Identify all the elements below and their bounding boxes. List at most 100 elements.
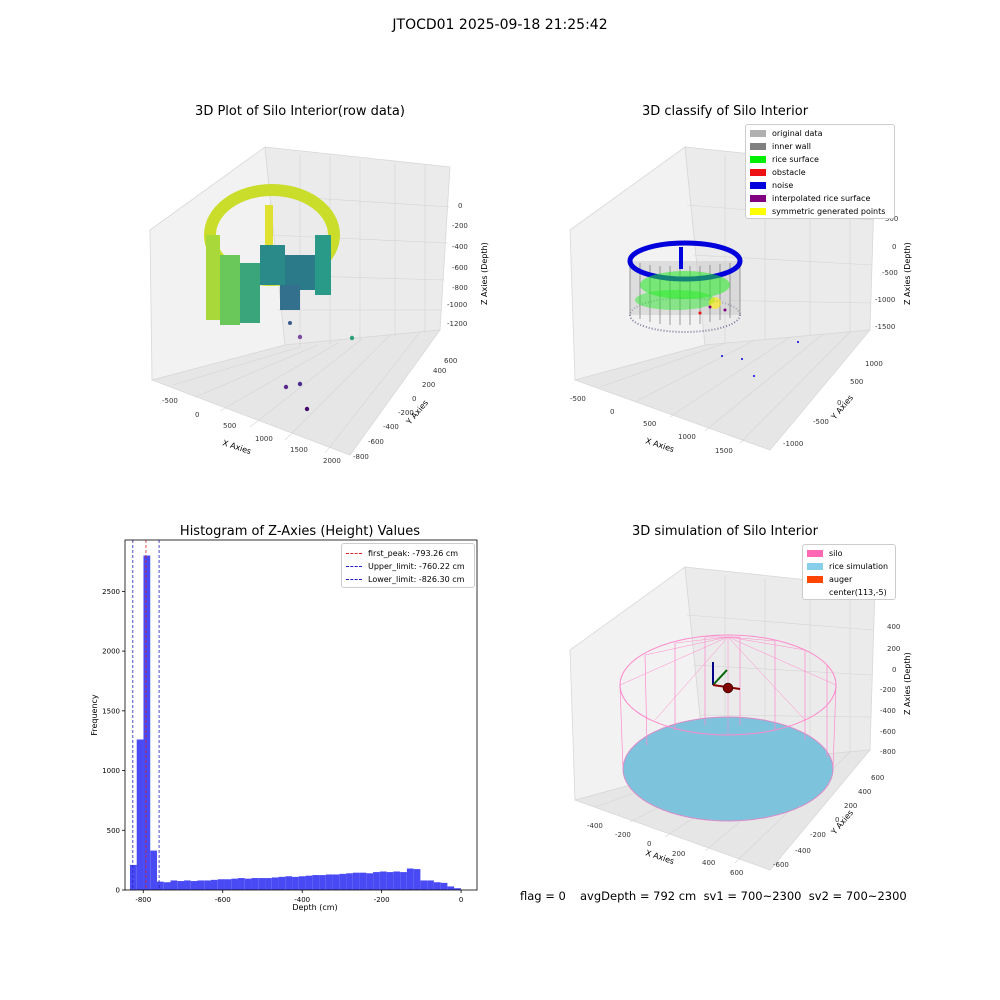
simulation-legend-item: rice simulation (807, 560, 895, 573)
raw-z-tick: -1000 (447, 301, 467, 309)
histogram-y-tick-label: 2500 (102, 588, 120, 596)
histogram-bar (413, 869, 421, 890)
simulation-plot-title: 3D simulation of Silo Interior (632, 524, 818, 539)
classify-x-ticks: -500 0 500 1000 1500 (570, 395, 733, 455)
classify-legend-swatch (750, 182, 766, 189)
raw-y-tick: -600 (368, 438, 384, 446)
histogram-x-tick-label: -800 (135, 896, 151, 904)
histogram-legend-label: first_peak: -793.26 cm (368, 549, 459, 558)
classify-legend-item: noise (750, 179, 894, 192)
simulation-legend-label: auger (829, 575, 853, 584)
simulation-3d-plot: -400 -200 0 200 400 600 X Axies -600 -40… (569, 566, 912, 877)
raw-x-tick: 1500 (290, 446, 308, 454)
raw-y-tick: -400 (383, 423, 399, 431)
histogram-bar (217, 879, 225, 890)
histogram-chart: -800 -600 -400 -200 0 0 500 1000 1500 2000 2500 D… (90, 539, 478, 912)
histogram-bar (285, 876, 293, 890)
histogram-bar (433, 882, 441, 890)
classify-legend-swatch (750, 195, 766, 202)
classify-legend-swatch (750, 130, 766, 137)
histogram-y-tick-label: 0 (116, 887, 120, 895)
histogram-bar (379, 871, 387, 890)
simulation-x-ticks: -400 -200 0 200 400 600 (587, 822, 743, 877)
simulation-legend-item: center(113,-5) (807, 586, 895, 599)
histogram-bar (271, 877, 279, 890)
raw-y-tick: 0 (412, 395, 416, 403)
histogram-y-tick-label: 2000 (102, 648, 120, 656)
classify-legend-label: interpolated rice surface (772, 194, 871, 203)
histogram-bar (150, 850, 157, 890)
histogram-x-tick-label: -600 (215, 896, 231, 904)
classify-y-label: Y Axies (829, 393, 855, 422)
histogram-bar (305, 875, 313, 890)
classify-z-ticks: 500 0 -500 -1000 -1500 (875, 215, 898, 331)
classify-x-tick: -500 (570, 395, 586, 403)
histogram-x-label: Depth (cm) (292, 903, 337, 912)
raw-z-tick: 0 (458, 202, 462, 210)
simulation-y-tick: 400 (858, 788, 871, 796)
simulation-legend-swatch (807, 563, 823, 570)
histogram-title: Histogram of Z-Axies (Height) Values (179, 524, 421, 539)
histogram-y-tick-label: 500 (107, 827, 120, 835)
simulation-z-tick: -800 (880, 748, 896, 756)
simulation-y-tick: 0 (835, 816, 839, 824)
histogram-bar (190, 881, 198, 890)
histogram-bar (346, 873, 353, 890)
simulation-legend-label: rice simulation (829, 562, 889, 571)
classify-legend-label: inner wall (772, 142, 812, 151)
histogram-bar (440, 882, 448, 890)
histogram-legend-label: Lower_limit: -826.30 cm (368, 575, 465, 584)
histogram-bar (373, 872, 380, 890)
histogram-x-ticks: -800 -600 -400 -200 0 (135, 890, 463, 904)
histogram-legend: first_peak: -793.26 cm Upper_limit: -760.… (341, 543, 475, 588)
histogram-bar (170, 880, 178, 890)
simulation-y-tick: 200 (844, 802, 857, 810)
classify-z-tick: -500 (882, 269, 898, 277)
histogram-legend-swatch (346, 566, 362, 567)
raw-plot-title: 3D Plot of Silo Interior(row data) (195, 104, 405, 119)
simulation-auger (712, 662, 741, 694)
histogram-bar (454, 888, 461, 890)
classify-y-tick: 1000 (865, 360, 883, 368)
histogram-axes-frame (124, 539, 478, 891)
histogram-bar (312, 875, 320, 890)
histogram-bar (265, 878, 272, 890)
classify-x-label: X Axies (644, 436, 675, 454)
classify-x-tick: 500 (643, 420, 656, 428)
classify-y-tick: 500 (850, 378, 863, 386)
flag-text: flag = 0 (520, 889, 566, 903)
histogram-bar (352, 872, 360, 890)
classify-legend-item: obstacle (750, 166, 894, 179)
simulation-silo-wireframe (619, 634, 837, 822)
raw-y-tick: -200 (398, 409, 414, 417)
simulation-legend-label: silo (829, 549, 843, 558)
histogram-y-ticks: 0 500 1000 1500 2000 2500 (102, 588, 125, 895)
classify-z-tick: -1500 (875, 323, 895, 331)
classify-y-tick: 0 (837, 399, 841, 407)
histogram-bar (292, 876, 299, 890)
histogram-bar (197, 880, 205, 890)
histogram-bar (183, 880, 191, 890)
raw-y-tick: 600 (444, 357, 457, 365)
histogram-bar (332, 874, 340, 890)
histogram-legend-item: Upper_limit: -760.22 cm (346, 560, 474, 573)
classify-legend-label: rice surface (772, 155, 819, 164)
simulation-z-ticks: 400 200 0 -200 -400 -600 -800 (880, 623, 900, 756)
simulation-y-tick: 600 (871, 774, 884, 782)
histogram-bar (224, 879, 232, 890)
classify-x-tick: 0 (610, 408, 614, 416)
classify-z-tick: -1000 (875, 296, 895, 304)
raw-z-tick: -1200 (447, 320, 467, 328)
histogram-legend-swatch (346, 553, 362, 554)
classify-legend-label: symmetric generated points (772, 207, 886, 216)
simulation-legend-swatch (807, 589, 823, 596)
histogram-bar (278, 876, 286, 890)
raw-z-tick: -200 (452, 222, 468, 230)
histogram-legend-item: Lower_limit: -826.30 cm (346, 573, 474, 586)
simulation-z-tick: -200 (880, 686, 896, 694)
histogram-bar (427, 880, 434, 890)
simulation-z-label: Z Axies (Depth) (903, 652, 912, 715)
simulation-x-tick: 0 (647, 840, 651, 848)
classify-legend-item: inner wall (750, 140, 894, 153)
histogram-bar (319, 875, 326, 890)
